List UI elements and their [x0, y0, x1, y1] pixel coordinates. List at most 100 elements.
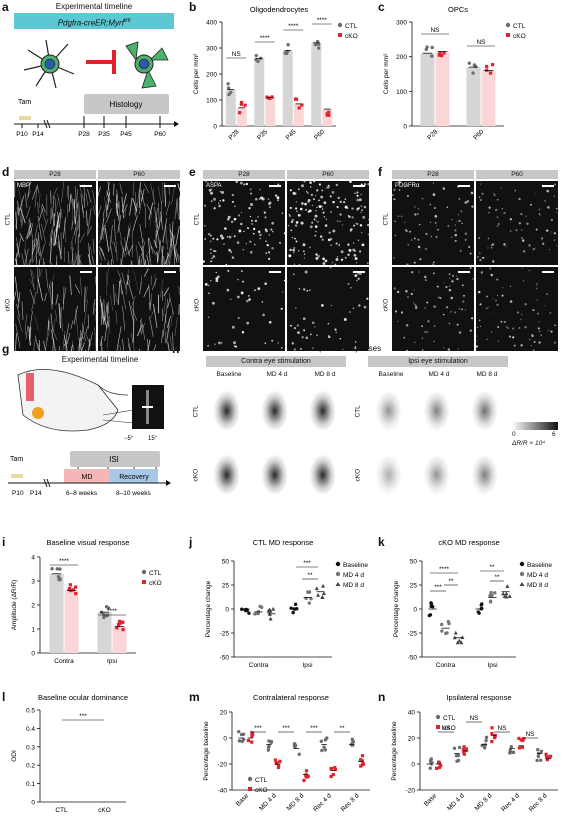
point-cKO: [359, 764, 363, 768]
point-MD 8 d: [507, 594, 512, 598]
point-cKO: [359, 758, 363, 762]
isi-map: [416, 446, 462, 506]
panel-a-ticks: P10 P14 P28 P35 P45 P60: [16, 116, 166, 138]
point-cKO: [490, 726, 494, 730]
point-CTL: [227, 92, 231, 97]
point-MD 4 d: [446, 619, 451, 624]
sig-label: ***: [310, 725, 318, 732]
sig-label: ***: [254, 725, 262, 732]
point-cKO: [250, 734, 254, 738]
y-tick-label: -50: [220, 655, 230, 662]
point-MD 4 d: [309, 597, 313, 601]
sig-label: **: [448, 578, 454, 585]
point-MD 4 d: [489, 590, 493, 595]
sig-label: ***: [303, 560, 311, 567]
histology-box: [84, 94, 169, 114]
tam-label: Tam: [18, 99, 31, 106]
point-cKO: [240, 100, 244, 105]
point-cKO: [268, 96, 272, 100]
legend-marker: [436, 725, 440, 729]
point-MD 8 d: [455, 640, 460, 645]
legend-MD 4 d: MD 4 d: [343, 572, 364, 579]
legend-cKO: cKO: [513, 33, 526, 40]
legend-marker: [247, 776, 253, 782]
bar-cKO-P35: [265, 97, 276, 126]
y-axis-label: Percentage baseline: [391, 721, 398, 781]
sig-label: ****: [260, 35, 271, 42]
y-tick-label: 300: [396, 20, 407, 27]
point-CTL: [237, 739, 242, 743]
y-tick-label: 400: [206, 20, 217, 27]
panel-a-title: Experimental timeline: [55, 2, 133, 11]
point-Baseline: [428, 613, 433, 617]
point-CTL: [254, 53, 258, 58]
point-CTL: [240, 739, 244, 744]
point-MD 4 d: [490, 593, 494, 598]
point-CTL: [316, 46, 321, 50]
point-cKO: [517, 746, 522, 750]
point-cKO: [116, 623, 121, 627]
point-CTL: [430, 45, 434, 50]
point-cKO: [545, 758, 549, 762]
point-Baseline: [480, 606, 484, 611]
isi-col-Baseline: Baseline: [216, 371, 242, 378]
point-cKO: [545, 755, 549, 759]
isi-col-MD 4 d: MD 4 d: [428, 371, 450, 378]
point-CTL: [226, 82, 230, 86]
point-CTL: [473, 64, 478, 69]
y-tick-label: -25: [220, 631, 230, 638]
x-tick-label: Contra: [249, 662, 269, 669]
isi-map: [464, 446, 510, 506]
panel-f-stain: PDGFRα: [395, 183, 420, 189]
a-tick-P45: P45: [120, 131, 132, 138]
point-cKO: [297, 106, 301, 110]
point-CTL: [323, 738, 328, 742]
point-cKO: [71, 588, 76, 592]
angle-high: 15°: [148, 436, 158, 442]
point-CTL: [456, 758, 461, 763]
y-tick-label: 4: [31, 555, 35, 562]
isi-map: [206, 446, 252, 506]
point-CTL: [428, 760, 433, 764]
x-tick-label: P60: [472, 128, 485, 141]
legend-Baseline: Baseline: [527, 562, 552, 569]
legend-MD 8 d: MD 8 d: [343, 582, 364, 589]
point-cKO: [442, 51, 446, 55]
point-CTL: [467, 61, 472, 65]
micrograph-d-CTL-P28: MBP: [14, 181, 96, 265]
x-tick-label: Ipsi: [107, 658, 117, 665]
point-cKO: [360, 763, 365, 767]
isi-map: [254, 382, 300, 442]
panel-letter-b: b: [189, 0, 197, 14]
panel-g-diagram: −5° 15° Tam ISI MD Recovery P10 P14 6–8 …: [8, 369, 171, 497]
chart-n: Ipsilateral response -20 0 20 40 Percentage b…: [391, 693, 558, 813]
md-label: MD: [82, 474, 93, 481]
x-tick-label: Contra: [54, 658, 74, 665]
point-CTL: [58, 577, 62, 582]
point-Baseline: [476, 610, 480, 614]
isi-map: [416, 382, 462, 442]
micrograph-f-CTL-P28: PDGFRα: [392, 181, 474, 265]
point-cKO: [276, 765, 281, 770]
isi-row-cKO: cKO: [354, 468, 362, 482]
point-cKO: [74, 592, 78, 596]
point-Baseline: [429, 601, 434, 606]
x-tick-label: Rec 4 d: [500, 792, 521, 813]
point-cKO: [246, 738, 251, 743]
y-tick-label: 0: [213, 124, 217, 131]
y-tick-label: 50: [410, 559, 418, 566]
point-CTL: [508, 748, 512, 752]
g-weeks2: 8–10 weeks: [116, 490, 151, 497]
legend-marker: [435, 714, 441, 720]
point-CTL: [266, 748, 270, 752]
point-CTL: [350, 743, 354, 747]
a-tick-P14: P14: [32, 131, 44, 138]
x-tick-label: CTL: [55, 807, 68, 814]
y-axis-label: Percentage change: [205, 580, 212, 637]
point-MD 8 d: [504, 594, 509, 599]
panel-h-title: Example ISI responses: [298, 344, 382, 353]
panel-f-header-P60: P60: [476, 170, 558, 179]
tam-bar: [19, 116, 31, 120]
point-CTL: [482, 743, 486, 747]
micrograph-e-CTL-P60: [287, 181, 369, 265]
